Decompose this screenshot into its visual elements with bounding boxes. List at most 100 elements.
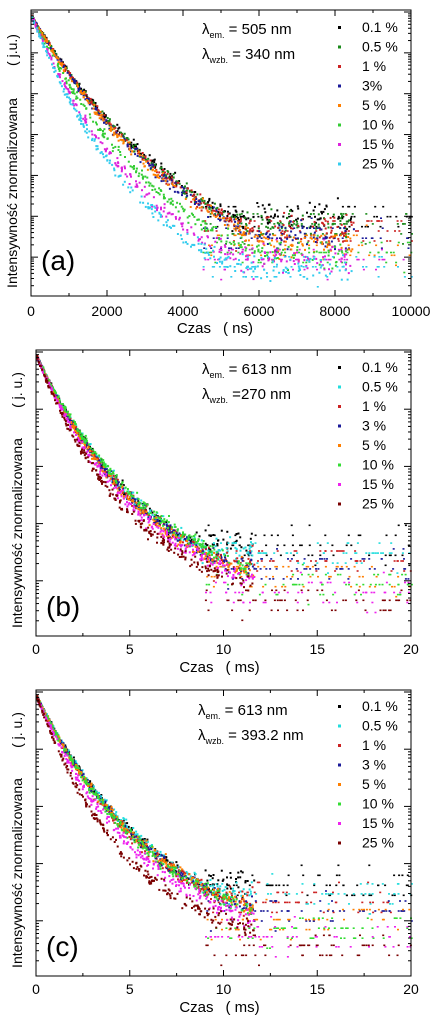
data-point (341, 251, 344, 254)
data-point (380, 217, 382, 219)
data-point (120, 133, 123, 136)
data-point (289, 578, 292, 580)
data-point (281, 585, 284, 588)
data-point (381, 227, 384, 229)
data-point (303, 259, 306, 262)
data-point (60, 61, 63, 64)
data-point (65, 82, 68, 85)
data-point (240, 584, 243, 587)
data-point (200, 570, 203, 573)
data-point (57, 57, 60, 60)
data-point (197, 239, 200, 242)
data-point (240, 575, 243, 578)
data-point (38, 35, 41, 38)
data-point (246, 266, 249, 268)
data-point (92, 107, 95, 110)
data-point (166, 177, 169, 180)
data-point (216, 561, 219, 564)
data-point (278, 257, 281, 260)
data-point (171, 181, 174, 184)
data-point (312, 209, 315, 212)
data-point (324, 550, 327, 552)
data-point (143, 507, 146, 510)
data-point (285, 260, 288, 263)
data-point (200, 559, 203, 562)
data-point (325, 258, 328, 261)
data-point (156, 520, 159, 523)
data-point (220, 555, 222, 558)
data-point (235, 539, 238, 542)
data-point (98, 479, 101, 481)
data-point (336, 573, 339, 576)
data-point (344, 269, 347, 272)
data-point (124, 503, 127, 506)
data-point (275, 253, 278, 256)
data-point (78, 445, 81, 448)
data-point (357, 244, 360, 247)
data-point (145, 527, 147, 530)
data-point (254, 267, 256, 270)
data-point (146, 160, 149, 163)
data-point (332, 215, 335, 218)
data-point (292, 554, 295, 557)
data-point (216, 206, 219, 209)
data-point (310, 237, 313, 240)
data-point (166, 212, 169, 215)
data-point (163, 168, 166, 170)
data-point (273, 552, 276, 554)
data-point (80, 450, 83, 453)
data-point (283, 248, 286, 251)
data-point (142, 501, 145, 504)
data-point (228, 219, 231, 222)
data-point (111, 150, 114, 153)
data-point (245, 267, 248, 269)
data-point (296, 552, 299, 554)
data-point (393, 254, 396, 257)
data-point (141, 158, 144, 161)
data-point (323, 258, 326, 261)
data-point (199, 550, 202, 552)
data-point (308, 247, 311, 250)
data-point (351, 248, 354, 251)
data-point (121, 485, 124, 488)
data-point (240, 558, 243, 560)
data-point (316, 562, 319, 564)
data-point (282, 232, 285, 235)
data-point (63, 415, 66, 418)
data-point (252, 599, 255, 602)
data-point (361, 225, 363, 228)
lambda-symbol: λ (202, 21, 210, 38)
data-point (399, 591, 402, 594)
data-point (283, 599, 286, 602)
data-point (82, 103, 85, 106)
data-point (103, 128, 106, 131)
data-point (314, 205, 316, 208)
data-point (273, 215, 276, 218)
y-axis-unit: ( j.u.) (4, 34, 20, 66)
data-point (101, 142, 104, 145)
data-point (75, 109, 78, 112)
data-point (160, 529, 163, 532)
data-point (327, 251, 330, 254)
data-point (218, 215, 221, 218)
data-point (257, 227, 260, 230)
data-point (205, 205, 208, 208)
data-point (298, 251, 300, 254)
data-point (303, 558, 306, 560)
data-point (217, 258, 220, 261)
data-point (170, 528, 173, 531)
data-point (316, 542, 319, 544)
data-point (277, 609, 279, 612)
data-point (219, 211, 222, 214)
data-point (151, 205, 154, 208)
data-point (134, 143, 137, 146)
data-point (97, 462, 100, 465)
data-point (280, 253, 282, 256)
data-point (216, 576, 219, 579)
data-point (342, 254, 344, 257)
data-point (280, 234, 283, 237)
data-point (117, 134, 120, 137)
data-point (189, 193, 192, 196)
data-point (273, 223, 276, 225)
data-point (73, 425, 76, 428)
